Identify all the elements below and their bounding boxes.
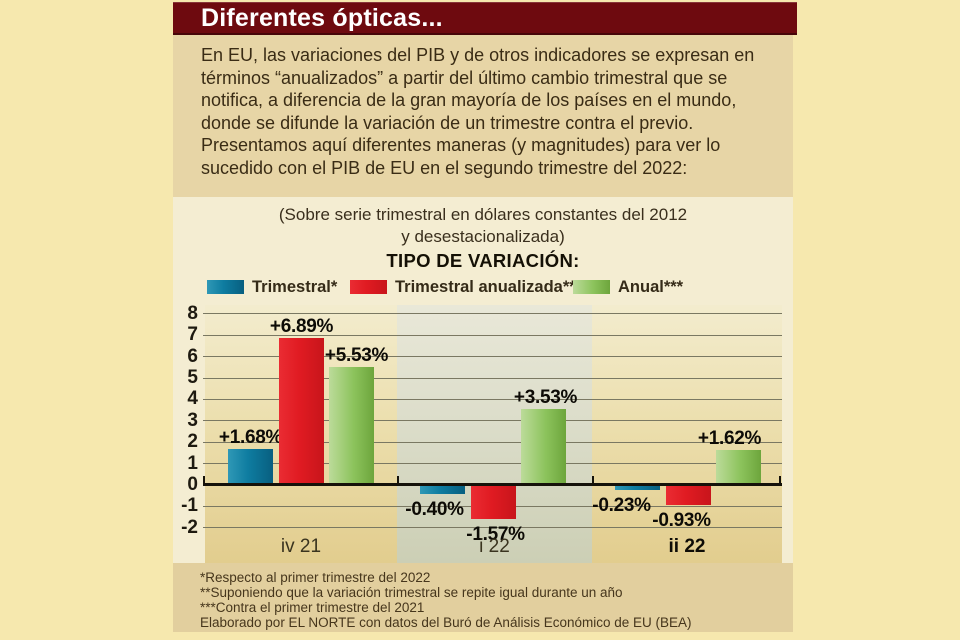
y-axis-tick-label: 3 (187, 409, 198, 431)
zero-line (203, 483, 782, 486)
y-axis-tick-label: 1 (187, 452, 198, 474)
intro-panel: En EU, las variaciones del PIB y de otro… (173, 35, 793, 197)
zero-axis-tick (592, 476, 594, 485)
footnote-line: Elaborado por EL NORTE con datos del Bur… (200, 615, 692, 630)
chart-bar (279, 337, 324, 485)
gridline (203, 463, 782, 465)
chart-bar (521, 409, 566, 485)
chart-bar (228, 449, 273, 485)
y-axis-tick-label: 0 (187, 474, 198, 495)
bar-value-label: +3.53% (513, 387, 578, 409)
x-axis-category-label: ii 22 (668, 536, 706, 557)
bar-value-label: -1.57% (466, 523, 525, 545)
category-band (592, 305, 782, 563)
zero-axis-tick (203, 476, 205, 485)
gridline (203, 377, 782, 379)
gridline (203, 441, 782, 443)
gridline (203, 356, 782, 358)
chart-subtitle-line2: y desestacionalizada) (401, 227, 565, 246)
gridline (203, 334, 782, 336)
y-axis-tick-label: 5 (187, 367, 198, 388)
footnote-line: **Suponiendo que la variación trimestral… (200, 585, 623, 600)
gridline (203, 313, 782, 315)
gridline (203, 398, 782, 400)
chart-bar (420, 485, 465, 494)
chart-bar (329, 366, 374, 485)
legend-label: Trimestral anualizada** (395, 278, 576, 296)
chart-bar (666, 485, 711, 505)
page-title: Diferentes ópticas... (201, 4, 443, 32)
chart-subtitle-line1: (Sobre serie trimestral en dólares const… (278, 205, 688, 224)
x-axis-category-label: iv 21 (280, 536, 322, 557)
footnote-line: *Respecto al primer trimestre del 2022 (200, 570, 431, 585)
bar-value-label: +6.89% (269, 315, 334, 337)
chart-legend-title: TIPO DE VARIACIÓN: (386, 250, 580, 271)
zero-axis-tick (779, 476, 781, 485)
footnote-line: ***Contra el primer trimestre del 2021 (200, 600, 425, 615)
legend-swatch (350, 280, 387, 294)
chart-bar (615, 485, 660, 490)
gridline (203, 420, 782, 422)
y-axis-tick-label: 8 (187, 302, 198, 324)
y-axis-tick-label: 4 (187, 388, 198, 410)
bar-value-label: +1.68% (218, 427, 283, 449)
bar-value-label: -0.93% (652, 509, 711, 531)
zero-axis-tick (397, 476, 399, 485)
y-axis-tick-label: -1 (181, 495, 198, 517)
bar-value-label: +5.53% (324, 344, 389, 366)
bar-value-label: +1.62% (697, 428, 762, 450)
legend-swatch (573, 280, 610, 294)
legend-swatch (207, 280, 244, 294)
y-axis-tick-label: 2 (187, 431, 198, 453)
bar-value-label: -0.23% (592, 494, 651, 516)
y-axis-tick-label: 7 (187, 324, 198, 346)
footnote-panel: *Respecto al primer trimestre del 2022 *… (173, 563, 793, 632)
y-axis-tick-label: -2 (181, 516, 198, 538)
x-axis-category-label: i 22 (479, 536, 510, 557)
chart-bar (716, 450, 761, 485)
y-axis-tick-label: 6 (187, 345, 198, 367)
bar-value-label: -0.40% (405, 498, 464, 520)
legend-label: Trimestral* (252, 278, 338, 296)
gridline (203, 527, 782, 529)
legend-label: Anual*** (618, 278, 684, 296)
intro-text: En EU, las variaciones del PIB y de otro… (201, 45, 755, 178)
header-bar: Diferentes ópticas... (173, 2, 797, 35)
chart-bar (471, 485, 516, 519)
